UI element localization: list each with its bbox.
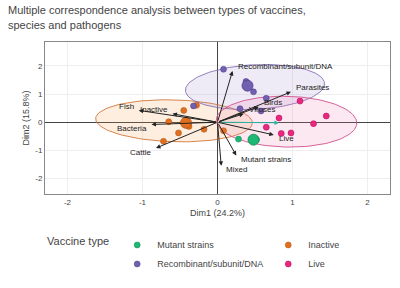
svg-text:Mutant strains: Mutant strains [241,155,291,164]
svg-text:Mutant strains: Mutant strains [157,240,214,250]
svg-text:-2: -2 [64,198,72,207]
svg-text:Bacteria: Bacteria [117,124,147,133]
svg-text:Inactive: Inactive [308,240,339,250]
svg-text:Inactive: Inactive [140,105,168,114]
svg-text:0: 0 [215,198,220,207]
svg-text:Parasites: Parasites [296,83,329,92]
svg-text:Birds: Birds [264,98,282,107]
svg-text:-1: -1 [139,198,147,207]
svg-text:1: 1 [38,90,43,99]
svg-text:1: 1 [290,198,295,207]
svg-text:Live: Live [308,259,325,269]
svg-text:Dim2 (15.8%): Dim2 (15.8%) [21,90,31,145]
svg-text:Recombinant/subunit/DNA: Recombinant/subunit/DNA [157,259,263,269]
svg-text:Live: Live [279,134,294,143]
svg-text:2: 2 [365,198,370,207]
svg-text:Multiple correspondence analys: Multiple correspondence analysis between… [8,4,306,30]
svg-text:-2: -2 [35,174,43,183]
svg-text:Recombinant/subunit/DNA: Recombinant/subunit/DNA [238,62,333,71]
svg-text:Vaccine type: Vaccine type [47,235,109,247]
svg-text:Viruses: Viruses [249,105,276,114]
svg-text:-1: -1 [35,146,43,155]
svg-text:Cattle: Cattle [130,148,151,157]
svg-text:Mixed: Mixed [226,165,247,174]
svg-text:0: 0 [38,118,43,127]
svg-text:Fish: Fish [119,102,134,111]
svg-text:2: 2 [38,62,43,71]
svg-text:Dim1 (24.2%): Dim1 (24.2%) [190,208,245,218]
